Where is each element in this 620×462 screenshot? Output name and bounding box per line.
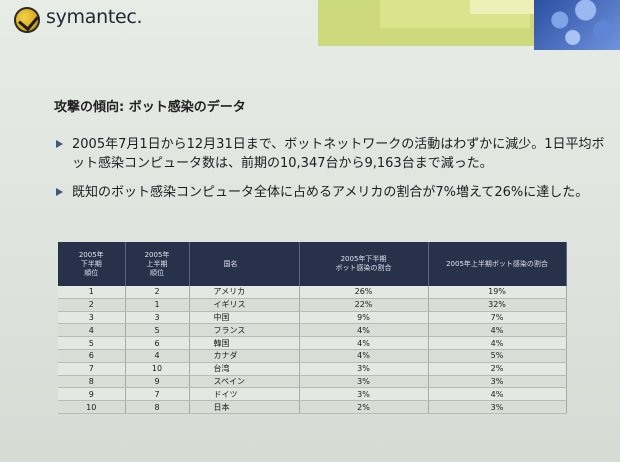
header-flower-image	[534, 0, 620, 50]
cell-rank-h1: 2	[125, 286, 190, 299]
cell-share-h2: 3%	[299, 375, 429, 389]
cell-country: 韓国	[189, 336, 300, 350]
cell-rank-h2: 2	[58, 298, 126, 312]
bullet-text: 既知のボット感染コンピュータ全体に占めるアメリカの割合が7%増えて26%に達した…	[72, 185, 589, 200]
bullet-text: 2005年7月1日から12月31日まで、ボットネットワークの活動はわずかに減少。…	[72, 137, 605, 171]
table-body: 1 2 アメリカ 26% 19% 2 1 イギリス 22% 32% 3 3 中国 9% 7% 4 5 フランス 4%…	[58, 286, 567, 414]
cell-country: スペイン	[189, 375, 300, 389]
cell-country: イギリス	[189, 298, 300, 312]
cell-share-h1: 4%	[428, 323, 567, 338]
cell-share-h2: 3%	[299, 387, 429, 402]
bullet-arrow-icon	[56, 140, 63, 148]
table-row: 7 10 台湾 3% 2%	[58, 362, 567, 376]
cell-rank-h2: 8	[58, 375, 126, 389]
slide-header: symantec.	[0, 0, 620, 52]
cell-country: 中国	[189, 311, 300, 325]
cell-rank-h2: 1	[58, 286, 126, 299]
cell-share-h1: 3%	[428, 400, 567, 414]
table-row: 10 8 日本 2% 3%	[58, 400, 567, 414]
symantec-logo-icon	[14, 7, 40, 33]
cell-rank-h2: 10	[58, 400, 126, 414]
cell-rank-h1: 7	[125, 387, 190, 402]
header-accent-block	[470, 0, 534, 14]
header-share-h2: 2005年下半期 ボット感染の割合	[299, 242, 429, 286]
table-row: 2 1 イギリス 22% 32%	[58, 298, 567, 312]
cell-rank-h2: 7	[58, 362, 126, 376]
cell-share-h2: 4%	[299, 336, 429, 350]
cell-share-h1: 5%	[428, 349, 567, 363]
cell-rank-h1: 9	[125, 375, 190, 389]
cell-rank-h1: 1	[125, 298, 190, 312]
table-row: 1 2 アメリカ 26% 19%	[58, 286, 567, 299]
cell-country: カナダ	[189, 349, 300, 363]
header-rank-h2: 2005年 下半期 順位	[58, 242, 126, 286]
cell-share-h2: 3%	[299, 362, 429, 376]
table-row: 4 5 フランス 4% 4%	[58, 323, 567, 338]
cell-share-h1: 2%	[428, 362, 567, 376]
cell-rank-h1: 8	[125, 400, 190, 414]
brand-name: symantec.	[46, 6, 143, 28]
table-row: 6 4 カナダ 4% 5%	[58, 349, 567, 363]
cell-rank-h2: 4	[58, 323, 126, 338]
table-row: 8 9 スペイン 3% 3%	[58, 375, 567, 389]
cell-country: アメリカ	[189, 286, 300, 299]
slide-title: 攻撃の傾向: ボット感染のデータ	[54, 100, 246, 115]
cell-share-h2: 4%	[299, 349, 429, 363]
cell-share-h1: 19%	[428, 286, 567, 299]
cell-rank-h2: 3	[58, 311, 126, 325]
cell-share-h2: 26%	[299, 286, 429, 299]
cell-country: 日本	[189, 400, 300, 414]
table-row: 5 6 韓国 4% 4%	[58, 336, 567, 350]
table-header-row: 2005年 下半期 順位 2005年 上半期 順位 国名 2005年下半期 ボッ…	[58, 242, 567, 286]
cell-rank-h2: 5	[58, 336, 126, 350]
cell-rank-h1: 5	[125, 323, 190, 338]
cell-rank-h1: 10	[125, 362, 190, 376]
cell-rank-h1: 3	[125, 311, 190, 325]
cell-country: ドイツ	[189, 387, 300, 402]
header-rank-h1: 2005年 上半期 順位	[125, 242, 190, 286]
cell-rank-h1: 6	[125, 336, 190, 350]
cell-share-h1: 4%	[428, 336, 567, 350]
cell-share-h2: 22%	[299, 298, 429, 312]
cell-share-h1: 4%	[428, 387, 567, 402]
cell-share-h2: 4%	[299, 323, 429, 338]
table-row: 9 7 ドイツ 3% 4%	[58, 387, 567, 402]
header-share-h1: 2005年上半期ボット感染の割合	[428, 242, 567, 286]
cell-rank-h2: 9	[58, 387, 126, 402]
cell-share-h2: 2%	[299, 400, 429, 414]
cell-rank-h1: 4	[125, 349, 190, 363]
cell-share-h2: 9%	[299, 311, 429, 325]
bullet-arrow-icon	[56, 188, 63, 196]
cell-rank-h2: 6	[58, 349, 126, 363]
table-row: 3 3 中国 9% 7%	[58, 311, 567, 325]
cell-country: 台湾	[189, 362, 300, 376]
cell-share-h1: 32%	[428, 298, 567, 312]
cell-share-h1: 7%	[428, 311, 567, 325]
cell-country: フランス	[189, 323, 300, 338]
cell-share-h1: 3%	[428, 375, 567, 389]
header-country: 国名	[189, 242, 300, 286]
bot-infection-table: 2005年 下半期 順位 2005年 上半期 順位 国名 2005年下半期 ボッ…	[58, 242, 567, 414]
